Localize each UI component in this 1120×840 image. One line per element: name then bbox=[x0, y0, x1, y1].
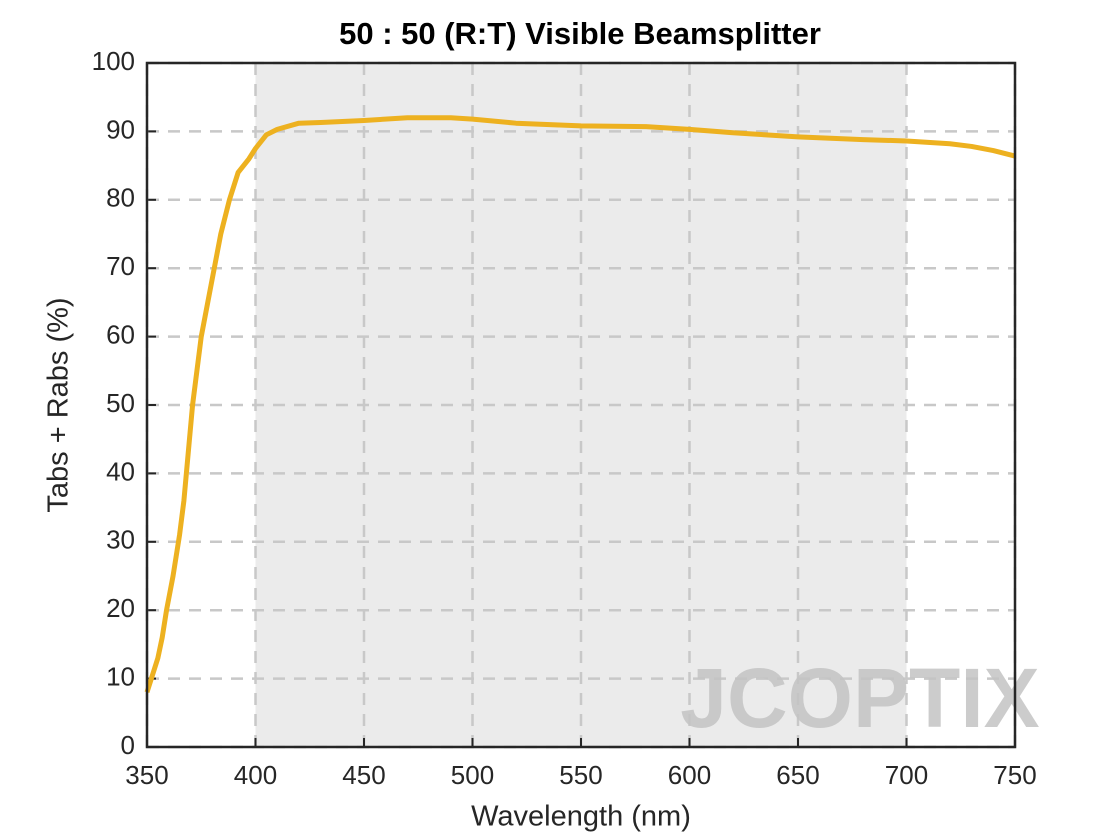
y-tick-label: 20 bbox=[106, 593, 135, 623]
x-tick-label: 600 bbox=[668, 760, 711, 790]
y-tick-label: 10 bbox=[106, 661, 135, 691]
y-tick-label: 90 bbox=[106, 114, 135, 144]
x-tick-label: 650 bbox=[776, 760, 819, 790]
y-tick-label: 30 bbox=[106, 525, 135, 555]
chart-title: 50 : 50 (R:T) Visible Beamsplitter bbox=[339, 16, 821, 51]
y-tick-label: 80 bbox=[106, 183, 135, 213]
y-tick-label: 60 bbox=[106, 319, 135, 349]
y-tick-label: 40 bbox=[106, 456, 135, 486]
plot-frame bbox=[145, 61, 1017, 749]
y-tick-label: 100 bbox=[92, 46, 135, 76]
y-tick-label: 50 bbox=[106, 388, 135, 418]
x-tick-label: 500 bbox=[451, 760, 494, 790]
x-tick-label: 700 bbox=[885, 760, 928, 790]
x-tick-label: 550 bbox=[559, 760, 602, 790]
x-axis-label: Wavelength (nm) bbox=[471, 801, 691, 833]
watermark: JCOPTIX bbox=[680, 651, 1039, 745]
data-line bbox=[144, 115, 1016, 694]
x-tick-label: 450 bbox=[342, 760, 385, 790]
x-tick-label: 400 bbox=[234, 760, 277, 790]
y-axis-label: Tabs + Rabs (%) bbox=[43, 297, 75, 512]
x-tick-label: 750 bbox=[993, 760, 1036, 790]
x-tick-label: 350 bbox=[125, 760, 168, 790]
y-tick-label: 70 bbox=[106, 251, 135, 281]
y-tick-label: 0 bbox=[121, 730, 135, 760]
